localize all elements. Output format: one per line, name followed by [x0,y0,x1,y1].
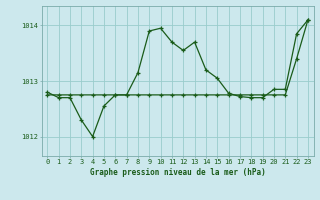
X-axis label: Graphe pression niveau de la mer (hPa): Graphe pression niveau de la mer (hPa) [90,168,266,177]
